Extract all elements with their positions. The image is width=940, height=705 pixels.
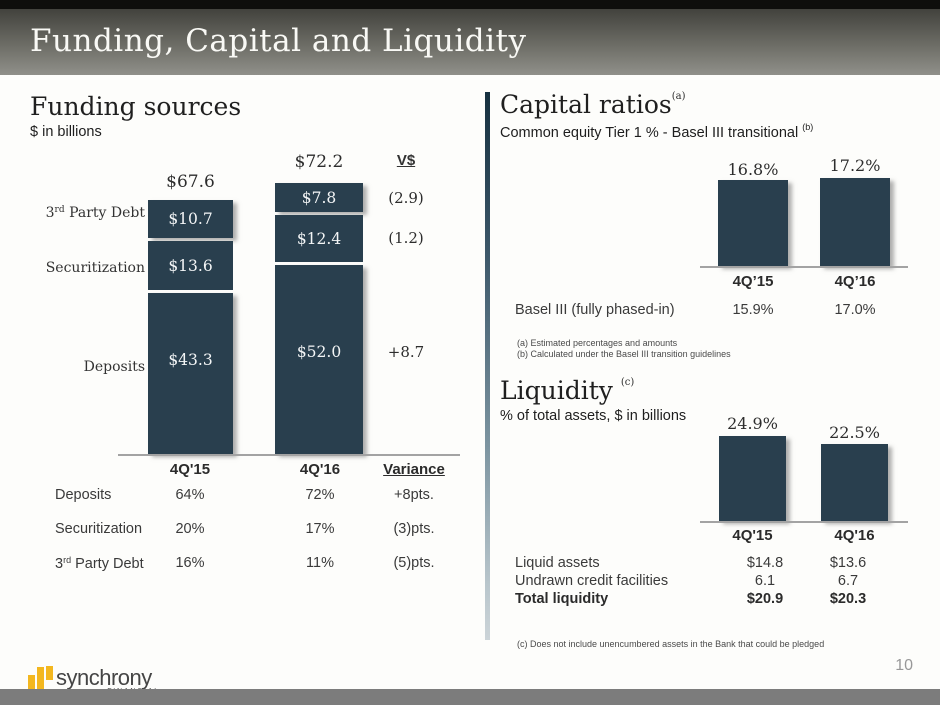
funding-chart-baseline	[118, 454, 460, 456]
liquidity-row-total-4q16: $20.3	[829, 591, 867, 607]
stacked-segment-securitization-4q16: $12.4	[275, 215, 363, 262]
stacked-segment-securitization-4q15: $13.6	[148, 241, 233, 290]
page-number: 10	[895, 657, 913, 674]
stacked-segment-deposits-4q16: $52.0	[275, 265, 363, 454]
basel-row-label: Basel III (fully phased-in)	[515, 302, 675, 318]
basel-row-4q16: 17.0%	[834, 302, 876, 318]
liquidity-row-liquid-assets-4q16: $13.6	[829, 555, 867, 571]
funding-row-third-party-variance: (5)pts.	[393, 555, 435, 571]
column-divider	[485, 92, 490, 640]
liquidity-row-label-liquid-assets: Liquid assets	[515, 555, 600, 571]
funding-row-label-securitization: Securitization	[55, 521, 143, 537]
capital-subtitle-text: Common equity Tier 1 % - Basel III trans…	[500, 125, 799, 141]
variance-column-header: Variance	[383, 461, 445, 478]
variance-deposits: +8.7	[387, 343, 425, 361]
bar-total-4q16: $72.2	[294, 152, 344, 172]
liquidity-bar-4q15	[719, 436, 786, 521]
capital-bar-4q15	[718, 180, 788, 266]
category-label-securitization: Securitization	[45, 260, 145, 276]
funding-row-third-party-4q15: 16%	[175, 555, 205, 571]
variance-dollar-header: V$	[396, 152, 416, 169]
funding-axis-4q15: 4Q'15	[169, 461, 211, 478]
funding-row-third-party-4q16: 11%	[306, 555, 334, 571]
liquidity-bar-label-4q16: 22.5%	[829, 423, 880, 442]
funding-row-label-third-party: 3rd Party Debt	[55, 555, 144, 572]
capital-bar-label-4q15: 16.8%	[727, 160, 779, 179]
footnote-marker-a: (a)	[671, 91, 686, 102]
synchrony-logo-icon	[28, 675, 35, 690]
liquidity-row-total-4q15: $20.9	[746, 591, 784, 607]
liquidity-row-label-undrawn: Undrawn credit facilities	[515, 573, 669, 589]
ordinal-superscript: rd	[63, 555, 72, 565]
footnote-c: (c) Does not include unencumbered assets…	[517, 639, 825, 649]
funding-row-label-deposits: Deposits	[55, 487, 112, 503]
capital-axis-4q15: 4Q’15	[732, 273, 774, 290]
funding-row-securitization-variance: (3)pts.	[393, 521, 435, 537]
funding-subtitle: $ in billions	[30, 124, 102, 140]
category-label-third-party-debt: 3rd Party Debt	[30, 205, 145, 221]
category-label-deposits: Deposits	[83, 359, 145, 375]
ordinal-superscript: rd	[54, 205, 65, 215]
category-label-text: Party Debt	[64, 205, 145, 221]
footnote-a: (a) Estimated percentages and amounts	[517, 338, 678, 348]
bottom-gray-bar	[0, 689, 940, 705]
stacked-segment-deposits-4q15: $43.3	[148, 293, 233, 454]
stacked-segment-third-party-4q15: $10.7	[148, 200, 233, 238]
liquidity-axis-4q15: 4Q'15	[732, 527, 773, 544]
basel-row-4q15: 15.9%	[732, 302, 774, 318]
capital-title-text: Capital ratios	[500, 90, 672, 119]
synchrony-logo-icon	[37, 667, 44, 698]
capital-bar-label-4q16: 17.2%	[829, 156, 881, 175]
bar-total-4q15: $67.6	[166, 172, 215, 192]
liquidity-bar-4q16	[821, 444, 888, 521]
liquidity-row-liquid-assets-4q15: $14.8	[746, 555, 784, 571]
footnote-b: (b) Calculated under the Basel III trans…	[517, 349, 731, 359]
funding-row-deposits-4q15: 64%	[175, 487, 205, 503]
brand-wordmark: synchrony	[56, 665, 152, 690]
funding-row-securitization-4q16: 17%	[305, 521, 335, 537]
stacked-segment-third-party-4q16: $7.8	[275, 183, 363, 212]
variance-securitization: (1.2)	[388, 229, 424, 247]
capital-bar-4q16	[820, 178, 890, 266]
funding-row-securitization-4q15: 20%	[175, 521, 205, 537]
capital-chart-baseline	[700, 266, 908, 268]
row-label-text: 3	[55, 556, 64, 572]
funding-row-deposits-4q16: 72%	[305, 487, 335, 503]
funding-axis-4q16: 4Q'16	[299, 461, 341, 478]
footnote-marker-c: (c)	[620, 377, 635, 388]
funding-title: Funding sources	[30, 92, 242, 121]
top-black-strip	[0, 0, 940, 9]
liquidity-title: Liquidity (c)	[500, 376, 634, 405]
capital-title: Capital ratios(a)	[500, 90, 685, 119]
footnote-marker-b: (b)	[802, 122, 814, 132]
row-label-text: Party Debt	[71, 556, 144, 572]
header-band: Funding, Capital and Liquidity	[0, 9, 940, 75]
liquidity-title-text: Liquidity	[500, 376, 613, 405]
liquidity-axis-4q16: 4Q'16	[834, 527, 875, 544]
capital-subtitle: Common equity Tier 1 % - Basel III trans…	[500, 122, 813, 141]
variance-third-party: (2.9)	[388, 189, 424, 207]
liquidity-row-undrawn-4q15: 6.1	[754, 573, 776, 589]
synchrony-logo-icon	[46, 666, 53, 680]
liquidity-chart-baseline	[700, 521, 908, 523]
liquidity-subtitle: % of total assets, $ in billions	[500, 408, 687, 424]
category-label-text: 3	[45, 205, 55, 221]
liquidity-bar-label-4q15: 24.9%	[727, 414, 778, 433]
capital-axis-4q16: 4Q’16	[834, 273, 876, 290]
liquidity-row-label-total: Total liquidity	[515, 591, 609, 607]
liquidity-row-undrawn-4q16: 6.7	[837, 573, 859, 589]
page-title: Funding, Capital and Liquidity	[30, 23, 527, 59]
funding-row-deposits-variance: +8pts.	[394, 487, 434, 503]
